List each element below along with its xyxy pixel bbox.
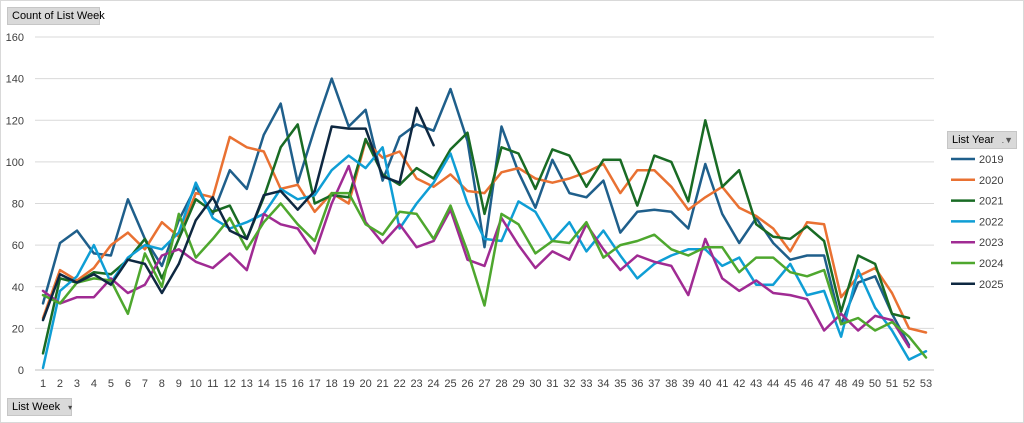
x-tick-label: 22 [393, 378, 405, 390]
x-tick-label: 39 [682, 378, 694, 390]
y-tick-label: 20 [12, 323, 24, 335]
x-tick-label: 42 [733, 378, 745, 390]
x-tick-label: 43 [750, 378, 762, 390]
x-tick-label: 36 [631, 378, 643, 390]
y-tick-label: 160 [6, 32, 24, 44]
x-tick-label: 10 [190, 378, 202, 390]
series-line-2020 [41, 135, 928, 334]
x-tick-label: 12 [224, 378, 236, 390]
series-line-2024 [41, 191, 928, 359]
value-field-label: Count of List Week [12, 10, 105, 22]
legend-label-2019: 2019 [979, 154, 1003, 166]
x-tick-label: 2 [57, 378, 63, 390]
axis-field-button[interactable]: List Week ▾ [7, 398, 72, 416]
x-tick-label: 28 [495, 378, 507, 390]
x-tick-label: 7 [142, 378, 148, 390]
series-line-2025 [41, 106, 435, 322]
x-tick-label: 6 [125, 378, 131, 390]
legend-field-label: List Year [952, 134, 995, 146]
value-field-button[interactable]: Count of List Week [7, 7, 105, 25]
x-tick-label: 19 [343, 378, 355, 390]
x-tick-label: 31 [546, 378, 558, 390]
y-tick-label: 80 [12, 199, 24, 211]
legend-label-2024: 2024 [979, 258, 1003, 270]
x-tick-label: 1 [40, 378, 46, 390]
x-tick-label: 14 [258, 378, 270, 390]
legend-field-button[interactable]: List Year .▼ [947, 131, 1017, 149]
series-line-2023 [41, 164, 911, 349]
x-tick-label: 9 [176, 378, 182, 390]
x-tick-label: 30 [529, 378, 541, 390]
x-tick-label: 32 [563, 378, 575, 390]
x-tick-label: 21 [376, 378, 388, 390]
x-tick-label: 33 [580, 378, 592, 390]
x-tick-label: 40 [699, 378, 711, 390]
legend-label-2020: 2020 [979, 175, 1003, 187]
x-tick-label: 11 [207, 378, 218, 390]
series-line-2019 [41, 77, 911, 347]
y-tick-label: 0 [18, 365, 24, 377]
series-line-2022 [41, 146, 928, 370]
x-tick-label: 20 [360, 378, 372, 390]
x-tick-label: 50 [869, 378, 881, 390]
x-tick-label: 13 [241, 378, 253, 390]
x-tick-label: 34 [597, 378, 609, 390]
dropdown-arrow-icon[interactable]: ▾ [68, 402, 73, 412]
x-tick-label: 48 [835, 378, 847, 390]
x-tick-label: 45 [784, 378, 796, 390]
x-tick-label: 38 [665, 378, 677, 390]
filter-icon[interactable]: .▼ [1001, 135, 1013, 145]
legend-label-2025: 2025 [979, 279, 1003, 291]
x-tick-label: 5 [108, 378, 114, 390]
y-tick-label: 100 [6, 157, 24, 169]
x-tick-label: 53 [920, 378, 932, 390]
y-tick-label: 60 [12, 240, 24, 252]
legend-label-2022: 2022 [979, 216, 1003, 228]
x-tick-label: 35 [614, 378, 626, 390]
series-line-2021 [41, 119, 911, 355]
y-tick-label: 120 [6, 115, 24, 127]
x-tick-label: 51 [886, 378, 898, 390]
x-tick-label: 25 [444, 378, 456, 390]
y-tick-label: 40 [12, 282, 24, 294]
x-tick-label: 44 [767, 378, 779, 390]
y-tick-label: 140 [6, 74, 24, 86]
x-tick-label: 49 [852, 378, 864, 390]
legend-label-2023: 2023 [979, 237, 1003, 249]
x-tick-label: 26 [461, 378, 473, 390]
x-tick-label: 41 [716, 378, 728, 390]
x-tick-label: 3 [74, 378, 80, 390]
x-tick-label: 52 [903, 378, 915, 390]
x-tick-label: 8 [159, 378, 165, 390]
x-tick-label: 46 [801, 378, 813, 390]
x-tick-label: 23 [410, 378, 422, 390]
x-tick-label: 4 [91, 378, 97, 390]
x-tick-label: 15 [275, 378, 287, 390]
x-tick-label: 18 [326, 378, 338, 390]
x-tick-label: 29 [512, 378, 524, 390]
legend-label-2021: 2021 [979, 196, 1003, 208]
x-tick-label: 17 [309, 378, 321, 390]
x-tick-label: 37 [648, 378, 660, 390]
x-tick-label: 47 [818, 378, 830, 390]
x-tick-label: 16 [292, 378, 304, 390]
axis-field-label: List Week [12, 401, 61, 413]
x-tick-label: 27 [478, 378, 490, 390]
x-tick-label: 24 [427, 378, 439, 390]
